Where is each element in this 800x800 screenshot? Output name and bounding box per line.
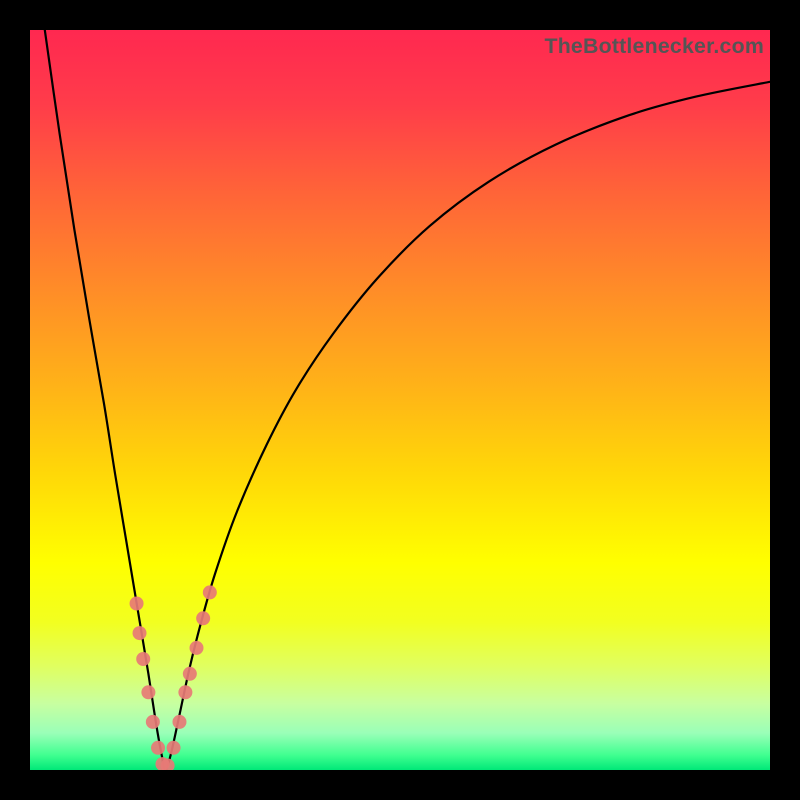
data-dot bbox=[203, 585, 217, 599]
data-dots-group bbox=[130, 585, 217, 770]
data-dot bbox=[151, 741, 165, 755]
plot-area: TheBottlenecker.com bbox=[30, 30, 770, 770]
data-dot bbox=[133, 626, 147, 640]
watermark-text: TheBottlenecker.com bbox=[544, 34, 764, 59]
data-dot bbox=[172, 715, 186, 729]
data-dot bbox=[130, 597, 144, 611]
data-dot bbox=[183, 667, 197, 681]
data-dot bbox=[141, 685, 155, 699]
data-dot bbox=[146, 715, 160, 729]
data-dot bbox=[167, 741, 181, 755]
chart-frame: TheBottlenecker.com bbox=[0, 0, 800, 800]
data-dot bbox=[196, 611, 210, 625]
bottleneck-curve bbox=[45, 30, 770, 770]
curve-layer bbox=[30, 30, 770, 770]
data-dot bbox=[136, 652, 150, 666]
data-dot bbox=[190, 641, 204, 655]
data-dot bbox=[178, 685, 192, 699]
